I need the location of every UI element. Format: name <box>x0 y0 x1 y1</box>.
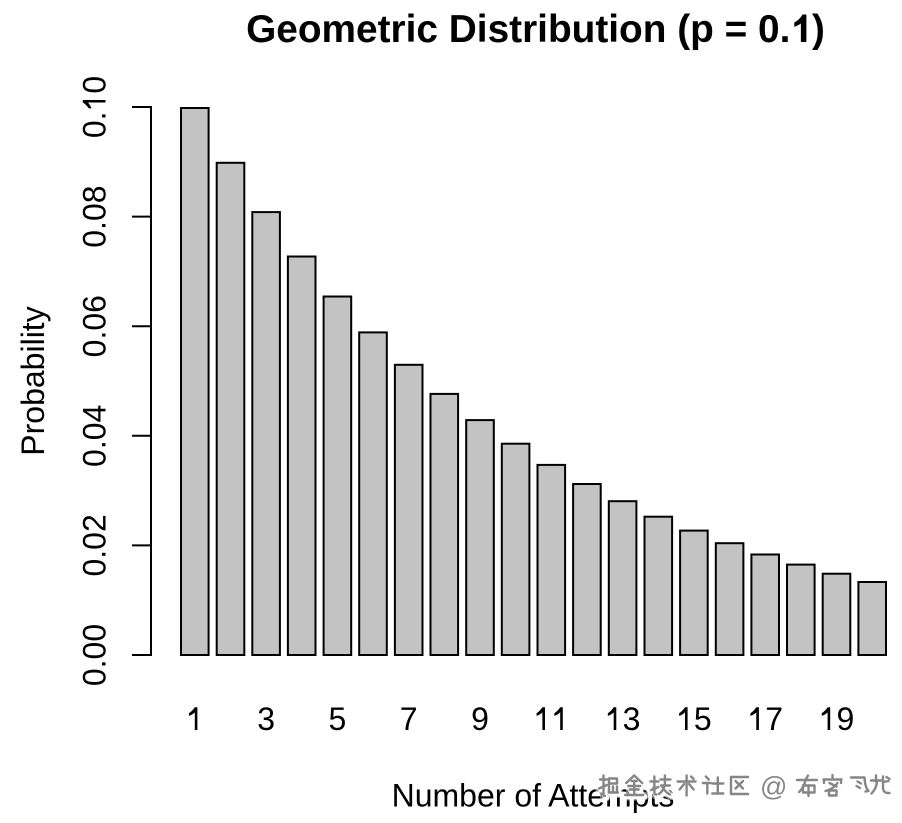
svg-text:9: 9 <box>837 701 855 737</box>
svg-text:3: 3 <box>623 701 641 737</box>
svg-text:@: @ <box>762 773 789 803</box>
svg-text:3: 3 <box>257 701 275 737</box>
svg-text:7: 7 <box>400 701 418 737</box>
svg-text:0.00: 0.00 <box>77 624 113 686</box>
svg-text:): ) <box>812 8 825 51</box>
svg-text:@: @ <box>760 772 787 802</box>
svg-text:0.08: 0.08 <box>77 185 113 247</box>
svg-text:0: 0 <box>77 76 113 94</box>
svg-text:0.02: 0.02 <box>77 514 113 576</box>
svg-text:7: 7 <box>765 701 783 737</box>
svg-text:9: 9 <box>471 701 489 737</box>
svg-text:0.06: 0.06 <box>77 295 113 357</box>
svg-text:Geometric Distribution (p = 0.: Geometric Distribution (p = 0. <box>246 8 790 51</box>
svg-text:Probability: Probability <box>15 306 51 455</box>
svg-text:5: 5 <box>694 701 712 737</box>
svg-text:5: 5 <box>329 701 347 737</box>
svg-text:0.: 0. <box>77 111 113 138</box>
svg-text:0.04: 0.04 <box>77 405 113 467</box>
